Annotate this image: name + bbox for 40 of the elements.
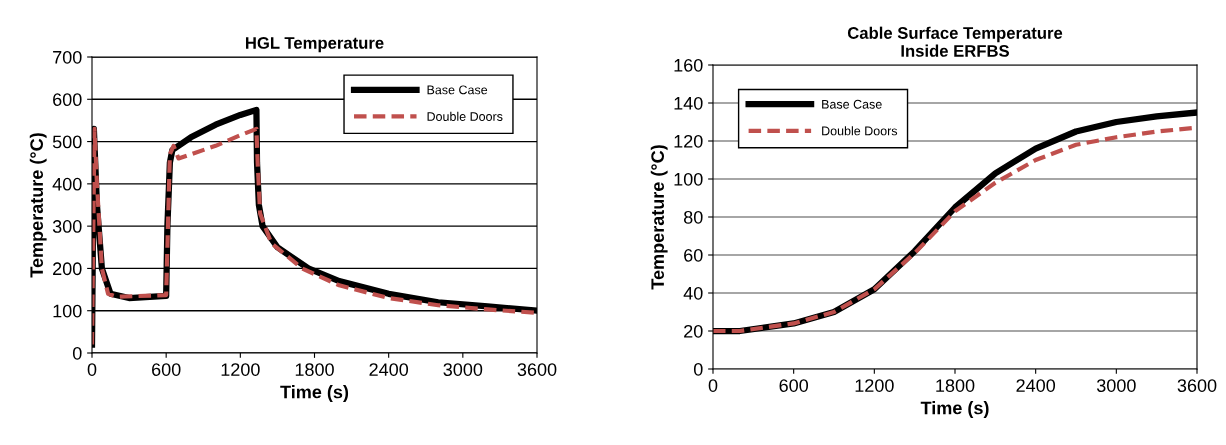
y-tick-label: 400 xyxy=(52,177,82,191)
x-axis-title: Time (s) xyxy=(920,401,989,418)
y-tick-label: 160 xyxy=(674,58,703,72)
y-tick-label: 100 xyxy=(674,172,703,186)
y-tick-label: 0 xyxy=(72,346,82,360)
x-tick-label: 600 xyxy=(779,379,809,392)
x-tick-label: 0 xyxy=(708,379,718,392)
y-tick-label: 140 xyxy=(674,96,703,110)
y-tick-label: 700 xyxy=(53,50,82,64)
y-tick-label: 20 xyxy=(684,324,703,338)
y-tick-label: 80 xyxy=(683,210,703,224)
x-axis-title: Time (s) xyxy=(280,385,349,402)
legend-label: Base Case xyxy=(427,85,488,95)
y-tick-label: 100 xyxy=(53,304,82,318)
y-tick-label: 500 xyxy=(52,135,82,149)
x-tick-label: 2400 xyxy=(1016,379,1056,392)
y-tick-label: 300 xyxy=(52,220,82,233)
y-axis-title: Temperature (°C) xyxy=(29,133,47,278)
x-tick-label: 3000 xyxy=(1096,379,1136,392)
x-tick-label: 600 xyxy=(152,363,181,376)
x-tick-label: 2400 xyxy=(369,363,409,376)
x-tick-label: 3600 xyxy=(517,363,557,376)
x-tick-label: 1800 xyxy=(936,379,975,392)
legend-label: Double Doors xyxy=(427,111,503,121)
x-tick-label: 3600 xyxy=(1177,379,1217,392)
x-tick-label: 3000 xyxy=(443,363,483,376)
x-tick-label: 1200 xyxy=(855,379,894,392)
y-tick-label: 600 xyxy=(53,93,82,107)
x-tick-label: 1200 xyxy=(221,363,260,376)
y-axis-title: Temperature (°C) xyxy=(650,145,668,290)
legend-label: Base Case xyxy=(822,99,882,109)
chart-title: Cable Surface Temperature Inside ERFBS xyxy=(847,26,1063,57)
y-tick-label: 40 xyxy=(683,286,703,300)
y-tick-label: 200 xyxy=(53,262,82,276)
x-tick-label: 0 xyxy=(87,363,97,376)
x-tick-label: 1800 xyxy=(295,363,334,376)
y-tick-label: 120 xyxy=(674,134,703,148)
y-tick-label: 60 xyxy=(684,248,703,262)
chart-title: HGL Temperature xyxy=(245,37,384,53)
legend-label: Double Doors xyxy=(822,126,898,136)
